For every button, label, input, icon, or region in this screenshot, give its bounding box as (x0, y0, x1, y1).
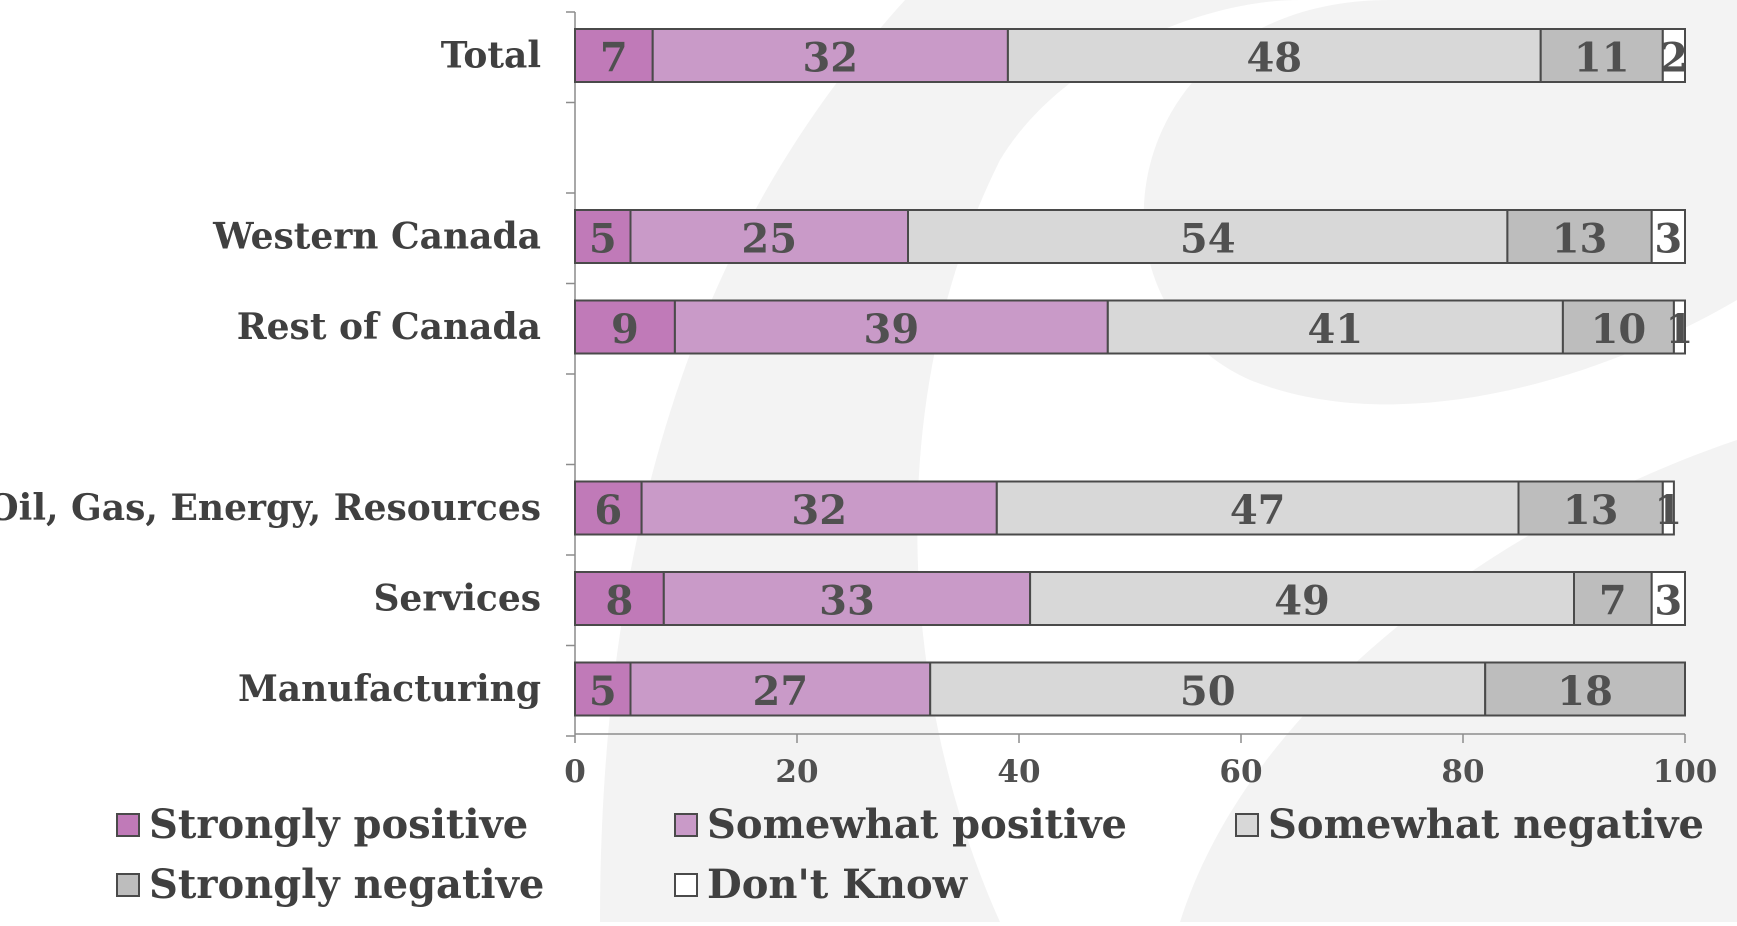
bar-somewhat-negative-oil-gas-energy-resources (995, 480, 1520, 536)
data-label: 11 (1574, 35, 1630, 82)
bar-somewhat-positive-total (651, 28, 1009, 83)
bar-strongly-positive-western-canada (574, 209, 632, 264)
data-label: 3 (1654, 578, 1682, 625)
bar-don-t-know-services (1650, 571, 1686, 626)
data-label: 54 (1180, 216, 1236, 263)
data-label: 8 (605, 578, 633, 625)
background-watermark (600, 0, 1737, 922)
bar-strongly-positive-oil-gas-energy-resources (574, 480, 643, 536)
bar-strongly-positive-manufacturing (574, 661, 632, 717)
legend-label-somewhat-negative: Somewhat negative (1268, 801, 1704, 848)
bar-somewhat-negative-services (1029, 571, 1575, 626)
data-label: 13 (1563, 487, 1619, 534)
bar-don-t-know-western-canada (1650, 209, 1686, 264)
bar-don-t-know-oil-gas-energy-resources (1661, 480, 1675, 536)
data-label: 5 (589, 668, 617, 715)
bar-strongly-positive-total (574, 28, 654, 83)
data-label: 2 (1660, 35, 1688, 82)
bar-somewhat-positive-oil-gas-energy-resources (640, 480, 998, 536)
data-label: 10 (1591, 306, 1647, 353)
data-label: 39 (864, 306, 920, 353)
x-tick-label: 40 (997, 754, 1040, 790)
category-label-rest-of-canada: Rest of Canada (237, 306, 541, 348)
category-label-western-canada: Western Canada (212, 216, 541, 258)
data-label: 32 (802, 35, 858, 82)
data-label: 13 (1552, 216, 1608, 263)
x-tick-label: 80 (1441, 754, 1484, 790)
legend-swatch-somewhat-negative (1235, 813, 1259, 837)
category-label-services: Services (373, 578, 541, 620)
x-tick-label: 0 (564, 754, 586, 790)
bar-strongly-negative-manufacturing (1484, 661, 1686, 717)
legend-label-strongly-positive: Strongly positive (149, 801, 528, 848)
category-label-oil-gas-energy-resources: Oil, Gas, Energy, Resources (0, 487, 541, 529)
bar-somewhat-positive-rest-of-canada (673, 299, 1109, 355)
data-label: 32 (791, 487, 847, 534)
legend-swatch-strongly-positive (116, 813, 140, 837)
data-label: 49 (1274, 578, 1330, 625)
data-label: 1 (1666, 306, 1694, 353)
data-label: 3 (1654, 216, 1682, 263)
data-label: 9 (611, 306, 639, 353)
data-label: 27 (753, 668, 809, 715)
bar-somewhat-negative-western-canada (907, 209, 1509, 264)
legend-swatch-strongly-negative (116, 873, 140, 897)
data-label: 7 (600, 35, 628, 82)
data-label: 41 (1308, 306, 1364, 353)
data-label: 5 (589, 216, 617, 263)
x-tick-label: 100 (1653, 754, 1718, 790)
data-label: 47 (1230, 487, 1286, 534)
bar-somewhat-negative-total (1006, 28, 1542, 83)
bar-somewhat-positive-western-canada (629, 209, 909, 264)
data-label: 25 (741, 216, 797, 263)
bar-somewhat-negative-manufacturing (929, 661, 1487, 717)
legend-swatch-don-t-know (674, 873, 698, 897)
legend-label-don-t-know: Don't Know (707, 861, 969, 908)
bar-don-t-know-rest-of-canada (1672, 299, 1687, 355)
data-label: 7 (1599, 578, 1627, 625)
bar-strongly-negative-total (1539, 28, 1664, 83)
data-label: 48 (1246, 35, 1302, 82)
legend-label-strongly-negative: Strongly negative (149, 861, 544, 908)
x-tick-label: 60 (1219, 754, 1262, 790)
bar-strongly-positive-rest-of-canada (574, 299, 676, 355)
x-tick-label: 20 (775, 754, 818, 790)
legend-label-somewhat-positive: Somewhat positive (707, 801, 1127, 848)
data-label: 18 (1557, 668, 1613, 715)
data-label: 1 (1654, 487, 1682, 534)
bar-strongly-positive-services (574, 571, 665, 626)
bar-don-t-know-total (1661, 28, 1687, 83)
data-label: 33 (819, 578, 875, 625)
legend-swatch-somewhat-positive (674, 813, 698, 837)
category-label-manufacturing: Manufacturing (238, 668, 541, 710)
bar-somewhat-negative-rest-of-canada (1106, 299, 1564, 355)
bar-strongly-negative-services (1573, 571, 1653, 626)
bar-somewhat-positive-manufacturing (629, 661, 932, 717)
data-label: 50 (1180, 668, 1236, 715)
data-label: 6 (594, 487, 622, 534)
category-label-total: Total (441, 35, 541, 77)
bars (574, 28, 1687, 717)
legend: Strongly positive Somewhat positive Somewh… (116, 801, 1704, 908)
